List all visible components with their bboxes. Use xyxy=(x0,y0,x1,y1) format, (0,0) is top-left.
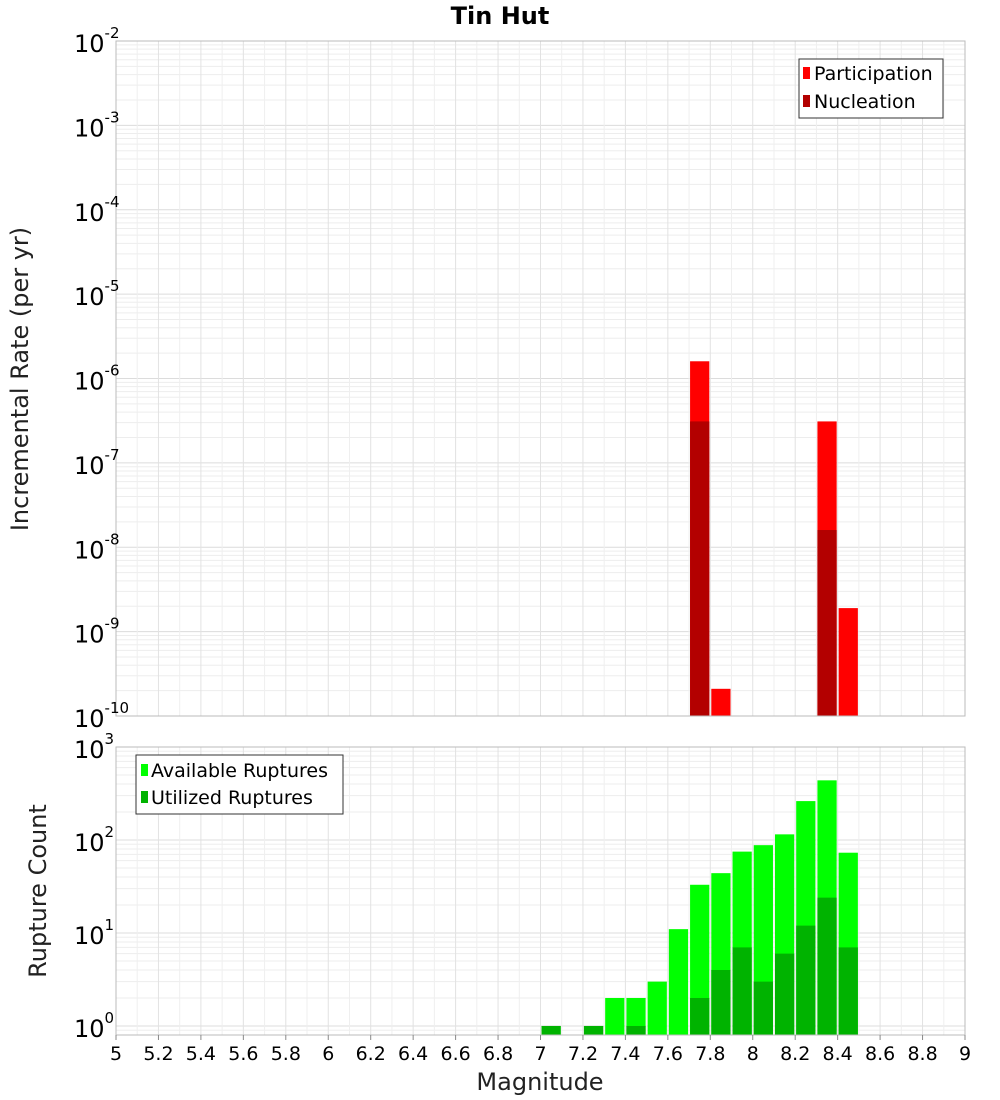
count-bar-utilized-ruptures xyxy=(817,897,837,1035)
count-bar-utilized-ruptures xyxy=(753,981,773,1035)
count-bar-available-ruptures xyxy=(647,981,667,1035)
x-tick-label: 6 xyxy=(322,1043,334,1065)
count-y-tick-label: 100 xyxy=(74,1009,114,1043)
count-y-tick-label: 103 xyxy=(74,730,114,764)
x-tick-label: 8.6 xyxy=(865,1043,895,1065)
utilized-legend-label: Utilized Ruptures xyxy=(151,787,313,809)
rate-y-tick-label: 10-7 xyxy=(74,446,120,480)
count-bar-utilized-ruptures xyxy=(541,1025,561,1035)
chart-title: Tin Hut xyxy=(451,2,550,30)
nucleation-legend-label: Nucleation xyxy=(814,91,916,113)
participation-legend-swatch xyxy=(803,67,810,79)
x-tick-label: 5.6 xyxy=(228,1043,258,1065)
count-bar-utilized-ruptures xyxy=(690,997,710,1035)
available-legend-label: Available Ruptures xyxy=(151,760,328,782)
rate-bar-participation xyxy=(711,688,731,716)
count-bar-utilized-ruptures xyxy=(796,925,816,1035)
rupture-count-panel: 103 102 101 100 5 5.2 5.4 5.6 5.8 6 6.2 6.4 6.6 6.8 7… xyxy=(24,730,971,1096)
available-legend-swatch xyxy=(141,764,148,776)
count-bar-available-ruptures xyxy=(626,997,646,1035)
x-tick-label: 7.2 xyxy=(568,1043,598,1065)
x-tick-label: 7.6 xyxy=(653,1043,683,1065)
rate-y-axis-label: Incremental Rate (per yr) xyxy=(6,227,34,531)
nucleation-legend-swatch xyxy=(803,95,810,107)
x-tick-label: 5.8 xyxy=(271,1043,301,1065)
x-tick-label: 9 xyxy=(959,1043,971,1065)
x-tick-label: 6.6 xyxy=(440,1043,470,1065)
x-axis-label: Magnitude xyxy=(476,1068,603,1096)
rate-bars xyxy=(690,361,858,716)
rate-plot-frame xyxy=(115,40,966,717)
x-tick-label: 5.4 xyxy=(186,1043,216,1065)
count-bar-utilized-ruptures xyxy=(774,953,795,1035)
x-tick-label: 7.4 xyxy=(610,1043,640,1065)
count-bar-utilized-ruptures xyxy=(838,947,858,1035)
rate-panel: 10-2 10-3 10-4 10-5 10-6 10-7 10-8 10-9 10-10 In… xyxy=(6,24,966,733)
rate-legend-box xyxy=(798,58,944,119)
rate-y-tick-label: 10-10 xyxy=(74,699,129,733)
count-bar-utilized-ruptures xyxy=(626,1025,646,1035)
count-legend-box xyxy=(135,754,344,815)
count-y-ticks: 103 102 101 100 xyxy=(74,730,114,1043)
rate-y-tick-label: 10-3 xyxy=(74,108,120,142)
x-tick-label: 7.8 xyxy=(695,1043,725,1065)
x-tick-label: 8.8 xyxy=(907,1043,937,1065)
rate-y-tick-label: 10-6 xyxy=(74,362,120,396)
x-tick-label: 6.2 xyxy=(356,1043,386,1065)
count-bar-utilized-ruptures xyxy=(711,969,731,1035)
count-y-axis-label: Rupture Count xyxy=(24,804,52,978)
rate-bar-participation xyxy=(838,608,858,716)
count-bar-available-ruptures xyxy=(668,929,689,1035)
x-tick-label: 6.4 xyxy=(398,1043,428,1065)
count-y-tick-label: 102 xyxy=(74,823,114,857)
x-ticks: 5 5.2 5.4 5.6 5.8 6 6.2 6.4 6.6 6.8 7 7.2 7.4 7.6 7.8 8… xyxy=(110,1035,971,1065)
x-tick-label: 8.2 xyxy=(780,1043,810,1065)
x-tick-label: 6.8 xyxy=(483,1043,513,1065)
rate-y-tick-label: 10-8 xyxy=(74,530,120,564)
x-tick-label: 8 xyxy=(747,1043,759,1065)
x-tick-label: 8.4 xyxy=(823,1043,853,1065)
rate-bar-nucleation xyxy=(817,530,837,716)
count-bars xyxy=(541,780,858,1035)
x-tick-label: 7 xyxy=(534,1043,546,1065)
rate-y-ticks: 10-2 10-3 10-4 10-5 10-6 10-7 10-8 10-9 10-10 xyxy=(74,24,129,733)
count-bar-available-ruptures xyxy=(605,997,625,1035)
rate-bar-nucleation xyxy=(690,421,710,716)
count-bar-utilized-ruptures xyxy=(583,1025,604,1035)
x-tick-label: 5 xyxy=(110,1043,122,1065)
x-tick-label: 5.2 xyxy=(143,1043,173,1065)
rate-y-tick-label: 10-4 xyxy=(74,193,120,227)
count-legend: Available Ruptures Utilized Ruptures xyxy=(135,754,344,815)
rate-y-tick-label: 10-2 xyxy=(74,24,120,58)
participation-legend-label: Participation xyxy=(814,63,933,85)
rate-y-tick-label: 10-5 xyxy=(74,277,120,311)
count-bar-utilized-ruptures xyxy=(732,947,752,1035)
rate-legend: Participation Nucleation xyxy=(798,58,944,119)
utilized-legend-swatch xyxy=(141,791,148,803)
rate-y-tick-label: 10-9 xyxy=(74,615,120,649)
count-y-tick-label: 101 xyxy=(74,916,114,950)
rate-grid xyxy=(115,40,966,717)
count-bar-available-ruptures xyxy=(690,884,710,1035)
